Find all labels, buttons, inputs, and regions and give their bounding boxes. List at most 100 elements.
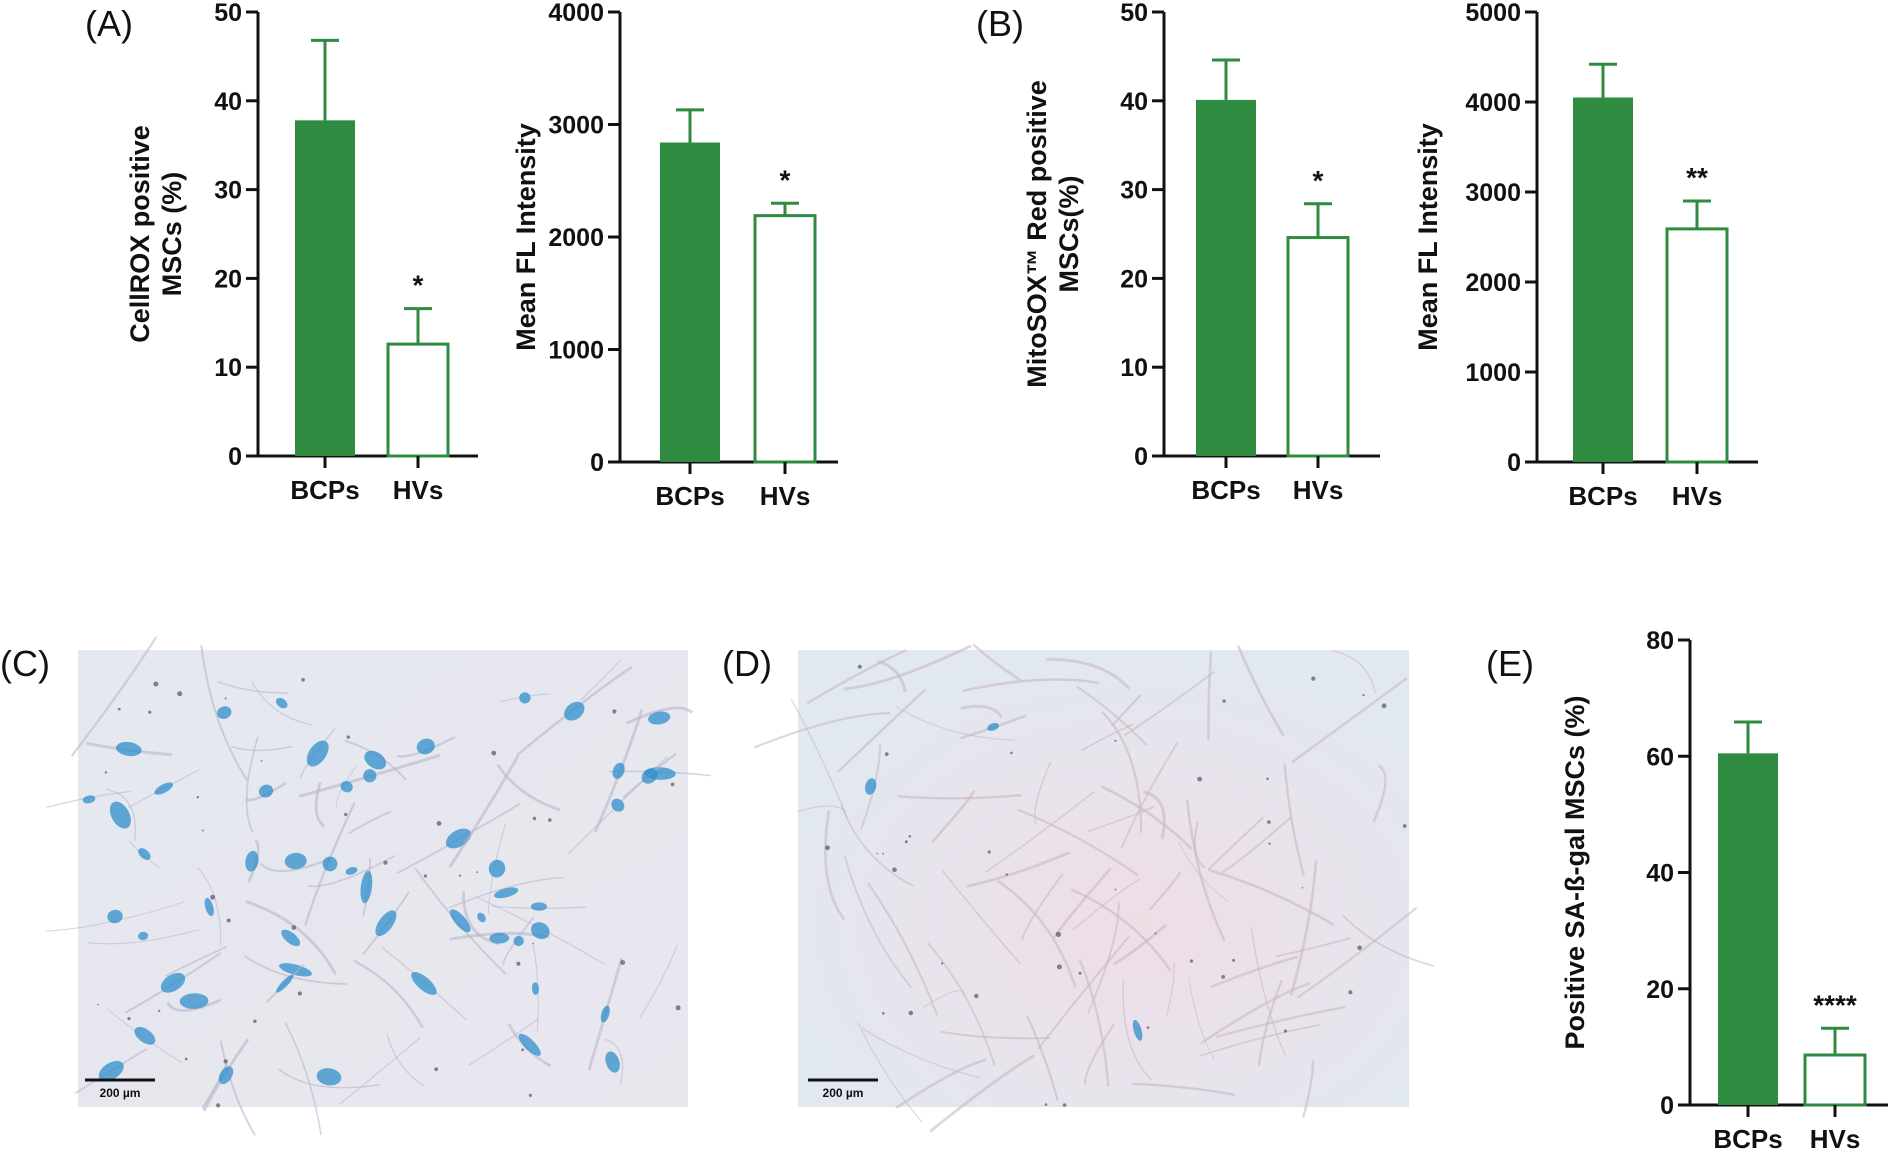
cell-fiber xyxy=(923,989,966,1008)
cell-texture-d xyxy=(753,643,1435,1133)
debris-dot xyxy=(620,960,626,965)
bar-bcps xyxy=(1718,753,1778,1105)
debris-dot xyxy=(1044,1103,1048,1106)
stained-cell xyxy=(245,850,259,872)
cell-fiber xyxy=(1236,645,1285,737)
y-tick-label: 20 xyxy=(1120,265,1148,293)
y-tick-label: 2000 xyxy=(1465,269,1521,297)
bar-bcps xyxy=(1573,97,1633,462)
stained-cell xyxy=(531,922,550,940)
cell-fiber xyxy=(824,810,846,921)
debris-dot xyxy=(224,697,227,700)
debris-dot xyxy=(436,821,442,826)
category-label: BCPs xyxy=(1191,475,1260,505)
bar-hvs xyxy=(1665,227,1729,464)
bar-bcps xyxy=(1196,99,1256,457)
cell-fiber xyxy=(516,666,633,757)
debris-dot xyxy=(670,782,675,787)
cell-fiber xyxy=(876,660,907,693)
y-axis-label: MSCs(%) xyxy=(1054,175,1084,292)
cell-fiber xyxy=(753,712,891,749)
category-label: HVs xyxy=(393,475,444,505)
cell-fiber xyxy=(87,929,200,945)
debris-dot xyxy=(974,993,979,999)
chart-sa-beta-gal: 0 20 40 60 80 BCPs HVs **** Positive SA-ß-gal MS… xyxy=(1560,627,1888,1154)
stained-cell xyxy=(275,697,288,709)
chart-cellrox-percent: 0 10 20 30 40 50 BCPs HVs * CellROX positive MSCs … xyxy=(125,0,478,505)
stained-cell xyxy=(530,902,548,911)
debris-dot xyxy=(216,1103,221,1108)
cell-fiber xyxy=(1100,785,1193,850)
y-tick-label: 2000 xyxy=(548,224,604,252)
stained-cell xyxy=(276,974,294,993)
panel-label-e: (E) xyxy=(1486,643,1534,684)
cell-fiber xyxy=(1276,937,1351,958)
cell-fiber xyxy=(277,1068,380,1089)
y-axis-label: Mean FL Intensity xyxy=(1413,123,1443,351)
debris-dot xyxy=(223,1059,228,1064)
stained-cell xyxy=(648,711,671,725)
y-tick-label: 0 xyxy=(1134,443,1148,471)
debris-dot xyxy=(1010,751,1013,755)
chart-mitosox-percent: 0 10 20 30 40 50 BCPs HVs * MitoSOX™ Red positive… xyxy=(1022,0,1380,505)
cell-fiber xyxy=(837,688,927,773)
debris-dot xyxy=(904,840,908,844)
cell-fiber xyxy=(1087,805,1155,832)
stained-cell xyxy=(612,762,625,779)
cell-fiber xyxy=(1026,1015,1059,1101)
cell-fiber xyxy=(1165,962,1175,1018)
cell-fiber xyxy=(867,882,939,1016)
cell-fiber xyxy=(200,644,249,781)
debris-dot xyxy=(1154,932,1157,935)
stained-cell xyxy=(519,692,531,704)
stained-cell xyxy=(363,769,377,783)
debris-dot xyxy=(1381,703,1387,709)
cell-fiber xyxy=(1112,924,1168,966)
cell-fiber xyxy=(1283,763,1305,876)
debris-dot xyxy=(1362,694,1365,697)
panel-label-c: (C) xyxy=(0,643,50,684)
debris-dot xyxy=(117,707,121,711)
debris-dot xyxy=(908,1010,914,1016)
stained-cell xyxy=(281,929,301,947)
cell-fiber xyxy=(1215,1005,1346,1038)
cell-fiber xyxy=(335,765,357,808)
stained-cell xyxy=(987,722,999,731)
y-tick-label: 3000 xyxy=(1465,179,1521,207)
debris-dot xyxy=(675,1005,681,1011)
debris-dot xyxy=(153,681,159,687)
cell-fiber xyxy=(348,810,392,835)
debris-dot xyxy=(423,874,427,878)
debris-dot xyxy=(1232,958,1236,962)
debris-dot xyxy=(1146,1026,1150,1029)
y-tick-label: 40 xyxy=(1646,860,1674,888)
y-tick-label: 40 xyxy=(1120,88,1148,116)
y-tick-label: 80 xyxy=(1646,627,1674,655)
cell-fiber xyxy=(1017,808,1139,877)
cell-fiber xyxy=(897,793,1022,800)
stained-cell xyxy=(600,1005,610,1023)
stained-cell xyxy=(218,1066,234,1085)
cell-fiber xyxy=(1200,981,1311,1045)
debris-dot xyxy=(987,850,991,854)
stained-cell xyxy=(489,932,510,944)
cell-fiber xyxy=(448,755,520,868)
cell-fiber xyxy=(840,805,914,887)
stained-cell xyxy=(134,1026,156,1045)
stained-cell xyxy=(204,897,214,917)
debris-dot xyxy=(876,852,879,855)
cell-fiber xyxy=(496,763,561,812)
y-tick-label: 50 xyxy=(1120,0,1148,27)
y-tick-label: 4000 xyxy=(1465,89,1521,117)
y-tick-label: 20 xyxy=(214,265,242,293)
cell-fiber xyxy=(1078,959,1110,1087)
stained-cell xyxy=(449,909,471,933)
stained-cell xyxy=(488,859,506,878)
cell-fiber xyxy=(797,805,847,813)
y-tick-label: 1000 xyxy=(1465,359,1521,387)
cell-fiber xyxy=(972,643,1021,682)
significance-marker: **** xyxy=(1813,989,1857,1020)
stained-cell xyxy=(322,856,338,872)
debris-dot xyxy=(884,752,889,756)
